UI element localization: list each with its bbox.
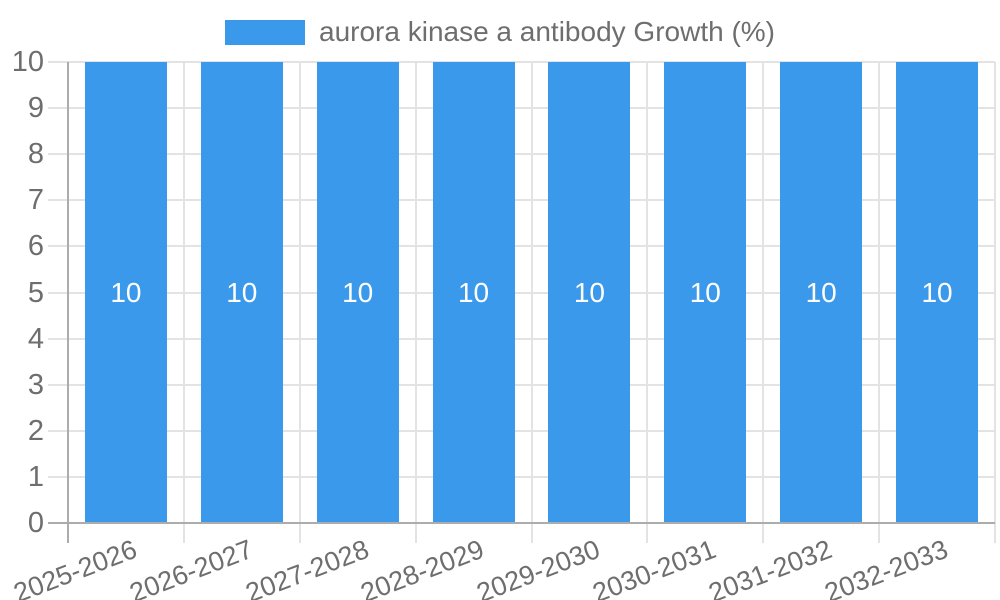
x-tick-label: 2027-2028 — [241, 534, 373, 600]
gridline-horizontal — [48, 107, 995, 110]
gridline-horizontal — [48, 475, 995, 478]
y-tick-label: 6 — [27, 230, 44, 263]
x-tick-label: 2032-2033 — [820, 534, 952, 600]
bar[interactable] — [200, 62, 283, 523]
gridline-horizontal — [48, 291, 995, 294]
gridline-vertical — [762, 62, 765, 543]
gridline-vertical — [994, 62, 996, 543]
gridline-vertical — [878, 62, 881, 543]
gridline-horizontal — [48, 429, 995, 432]
bar[interactable] — [432, 62, 515, 523]
bar[interactable] — [548, 62, 631, 523]
gridline-horizontal — [48, 199, 995, 202]
gridline-vertical — [182, 62, 185, 543]
legend-swatch — [225, 19, 305, 45]
legend-item[interactable]: aurora kinase a antibody Growth (%) — [225, 16, 775, 48]
x-tick-label: 2030-2031 — [588, 534, 721, 600]
bar[interactable] — [316, 62, 399, 523]
gridline-horizontal — [48, 245, 995, 248]
bar[interactable] — [780, 62, 863, 523]
y-tick-label: 10 — [11, 46, 44, 78]
y-tick-label: 3 — [27, 368, 44, 401]
gridline-vertical — [646, 62, 649, 543]
gridline-horizontal — [48, 337, 995, 340]
y-axis-line — [67, 62, 69, 543]
gridline-vertical — [298, 62, 301, 543]
x-axis-line — [48, 522, 995, 524]
x-tick-label: 2025-2026 — [9, 534, 141, 600]
y-tick-label: 4 — [27, 322, 44, 355]
y-tick-label: 0 — [27, 507, 44, 539]
bar[interactable] — [896, 62, 979, 523]
y-tick-label: 9 — [27, 92, 44, 125]
y-tick-label: 2 — [27, 414, 44, 447]
legend-label: aurora kinase a antibody Growth (%) — [319, 16, 775, 47]
gridline-horizontal — [48, 153, 995, 156]
x-tick-label: 2031-2032 — [704, 534, 836, 600]
y-tick-label: 7 — [27, 184, 44, 217]
x-tick-label: 2026-2027 — [125, 534, 257, 600]
y-tick-label: 5 — [27, 276, 44, 309]
legend: aurora kinase a antibody Growth (%) — [0, 16, 1000, 48]
gridline-vertical — [530, 62, 533, 543]
x-tick-label: 2029-2030 — [472, 534, 605, 600]
gridline-horizontal — [48, 383, 995, 386]
y-tick-label: 1 — [27, 460, 44, 493]
gridline-vertical — [414, 62, 417, 543]
bar[interactable] — [664, 62, 747, 523]
x-tick-label: 2028-2029 — [357, 534, 489, 600]
gridline-horizontal — [48, 61, 995, 63]
bar[interactable] — [84, 62, 167, 523]
y-tick-label: 8 — [27, 138, 44, 171]
